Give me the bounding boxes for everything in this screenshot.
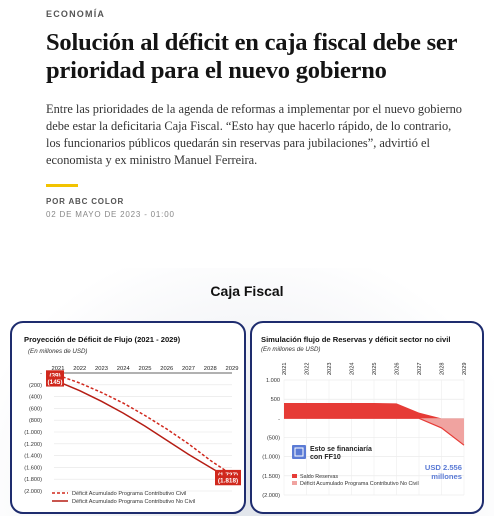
- legend-label: Déficit Acumulado Programa Contributivo …: [72, 491, 186, 497]
- chart-title: Simulación flujo de Reservas y déficit s…: [261, 335, 451, 344]
- y-tick-label: (1.800): [24, 477, 42, 483]
- reserves-area: [284, 403, 464, 419]
- chart-unit-note: (En millones de USD): [261, 346, 321, 353]
- x-tick-label: 2029: [462, 363, 468, 375]
- y-tick-label: 1.000: [266, 378, 280, 384]
- infographic-title: Caja Fiscal: [210, 283, 284, 299]
- x-tick-label: 2021: [282, 363, 288, 375]
- x-tick-label: 2028: [204, 366, 217, 372]
- y-tick-label: -: [40, 371, 42, 377]
- x-tick-label: 2028: [440, 363, 446, 375]
- data-label: (39): [49, 373, 60, 380]
- y-tick-label: (1.500): [262, 474, 280, 480]
- x-tick-label: 2025: [372, 363, 378, 375]
- data-label: (145): [48, 379, 63, 386]
- y-tick-label: -: [278, 416, 280, 422]
- y-tick-label: (400): [29, 395, 42, 401]
- x-tick-label: 2022: [305, 363, 311, 375]
- callout-text: con FF10: [310, 454, 341, 461]
- x-tick-label: 2026: [160, 366, 173, 372]
- x-tick-label: 2025: [139, 366, 152, 372]
- x-tick-label: 2024: [117, 366, 131, 372]
- article-lead: Entre las prioridades de la agenda de re…: [46, 102, 462, 167]
- y-tick-label: (500): [267, 436, 280, 442]
- x-tick-label: 2029: [226, 366, 239, 372]
- y-tick-label: (800): [29, 418, 42, 424]
- x-tick-label: 2024: [350, 363, 356, 375]
- chart-title: Proyección de Déficit de Flujo (2021 - 2…: [24, 335, 181, 344]
- legend-label: Saldo Reservas: [300, 474, 338, 480]
- legend-swatch: [292, 474, 297, 478]
- deficit-projection-chart: - (200) (400) (600) (800) (1.000) (1.200) (1.40…: [24, 366, 241, 505]
- legend-label: Déficit Acumulado Programa Contributivo …: [300, 481, 419, 487]
- y-tick-label: (1.400): [24, 454, 42, 460]
- y-tick-label: (200): [29, 383, 42, 389]
- y-tick-label: (600): [29, 406, 42, 412]
- fund-icon: [292, 445, 306, 459]
- highlight-amount: USD 2.556: [425, 463, 462, 472]
- x-tick-label: 2023: [327, 363, 333, 375]
- callout-text: Esto se financiaría: [310, 446, 372, 453]
- infographic: Caja Fiscal - (200) (400) (600) (800) (1.000)…: [0, 268, 494, 516]
- y-tick-label: (1.200): [24, 442, 42, 448]
- y-tick-label: (2.000): [262, 493, 280, 499]
- data-label-box: [46, 376, 64, 387]
- x-tick-label: 2027: [417, 363, 423, 375]
- x-tick-label: 2021: [52, 366, 65, 372]
- deficit-projection-panel: - (200) (400) (600) (800) (1.000) (1.200) (1.40…: [10, 321, 246, 514]
- y-tick-label: (1.600): [24, 465, 42, 471]
- reserves-simulation-panel: 1.000 500 - (500) (1.000) (1.500) (2.000) 2021 2…: [250, 321, 484, 514]
- deficit-area: [284, 418, 464, 446]
- series-line: [57, 374, 233, 476]
- y-tick-label: 500: [271, 397, 280, 403]
- publish-date: 02 DE MAYO DE 2023 - 01:00: [46, 210, 175, 219]
- y-tick-label: (1.000): [262, 455, 280, 461]
- data-label-box: [46, 370, 64, 381]
- data-label-box: [215, 475, 241, 486]
- highlight-unit: millones: [431, 472, 462, 481]
- x-tick-label: 2023: [95, 366, 108, 372]
- data-label: (1.818): [218, 478, 238, 485]
- article-headline: Solución al déficit en caja fiscal debe …: [46, 29, 457, 84]
- x-tick-label: 2022: [73, 366, 86, 372]
- y-tick-label: (1.000): [24, 430, 42, 436]
- chart-unit-note: (En millones de USD): [28, 348, 88, 355]
- reserves-simulation-chart: 1.000 500 - (500) (1.000) (1.500) (2.000) 2021 2…: [262, 363, 468, 499]
- legend-swatch: [292, 481, 297, 485]
- y-tick-label: (2.000): [24, 489, 42, 495]
- series-line: [57, 380, 233, 481]
- section-label[interactable]: ECONOMÍA: [46, 9, 106, 19]
- byline[interactable]: POR ABC COLOR: [46, 197, 125, 206]
- x-tick-label: 2027: [182, 366, 195, 372]
- deficit-line: [284, 417, 465, 446]
- data-label-box: [215, 469, 241, 480]
- accent-rule: [46, 184, 78, 187]
- x-tick-label: 2026: [395, 363, 401, 375]
- legend-label: Déficit Acumulado Programa Contributivo …: [72, 499, 195, 505]
- fund-icon-detail: [294, 447, 304, 457]
